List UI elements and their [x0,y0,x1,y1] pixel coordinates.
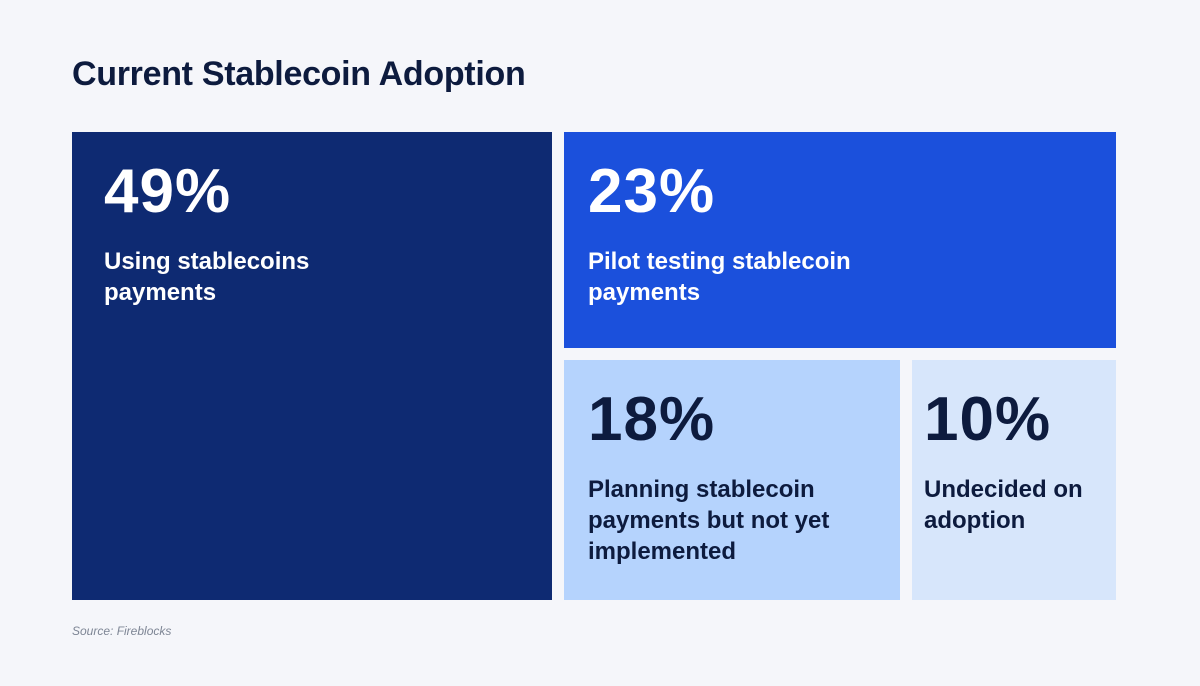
cell-category-label: Planning stablecoin payments but not yet… [588,476,830,565]
cell-value-label: 49% [104,157,232,226]
source-note: Source: Fireblocks [72,624,172,638]
cell-value-label: 18% [588,385,716,454]
cell-category-label: Pilot testing stablecoin payments [588,248,851,306]
treemap-cell-planning: 18% Planning stablecoin payments but not… [564,360,900,600]
chart-title: Current Stablecoin Adoption [72,55,526,93]
treemap-cell-pilot-testing: 23% Pilot testing stablecoin payments [564,132,1116,348]
treemap-cell-using: 49% Using stablecoins payments [72,132,552,600]
cell-category-label: Undecided on adoption [924,476,1083,534]
cell-value-label: 23% [588,157,716,226]
treemap-cell-undecided: 10% Undecided on adoption [912,360,1116,600]
cell-value-label: 10% [924,385,1052,454]
cell-category-label: Using stablecoins payments [104,248,310,306]
treemap: 49% Using stablecoins payments 23% Pilot… [72,132,1116,600]
